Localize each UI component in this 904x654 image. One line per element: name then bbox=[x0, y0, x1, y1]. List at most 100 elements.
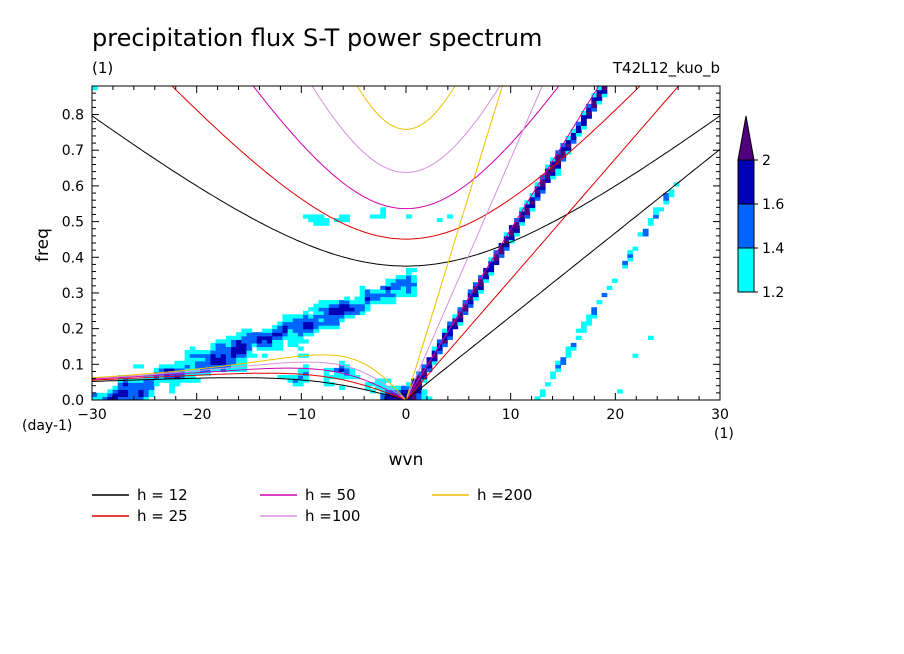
heat-cell bbox=[297, 382, 304, 387]
heat-cell bbox=[364, 303, 371, 308]
heat-cell bbox=[395, 385, 402, 390]
heat-cell bbox=[529, 196, 536, 201]
heat-cell bbox=[560, 157, 567, 162]
heat-cell bbox=[411, 275, 417, 280]
heat-cell bbox=[128, 396, 134, 400]
heat-cell bbox=[220, 367, 227, 373]
heat-cell bbox=[153, 371, 160, 376]
heat-cell bbox=[297, 339, 304, 344]
heat-cell bbox=[411, 392, 417, 398]
heat-cell bbox=[328, 367, 335, 373]
heat-cell bbox=[406, 278, 412, 283]
heat-cell bbox=[328, 303, 335, 308]
heat-cell bbox=[488, 271, 495, 276]
heat-cell bbox=[251, 335, 258, 340]
heat-cell bbox=[539, 389, 546, 394]
heat-cell bbox=[112, 392, 119, 398]
colorbar-box bbox=[737, 247, 755, 293]
heat-cell bbox=[359, 292, 366, 298]
heat-cell bbox=[339, 310, 345, 315]
gravity-curve-12 bbox=[92, 115, 720, 267]
heat-cell bbox=[318, 300, 325, 305]
heat-cell bbox=[241, 332, 248, 337]
heat-cell bbox=[457, 321, 464, 326]
heat-cell bbox=[349, 310, 356, 315]
x-tick-label: −10 bbox=[287, 407, 317, 423]
heat-cell bbox=[375, 214, 381, 219]
heat-cell bbox=[267, 339, 273, 344]
heat-cell bbox=[297, 346, 304, 351]
heat-cell bbox=[174, 375, 181, 380]
heat-cell bbox=[128, 385, 134, 390]
heat-cell bbox=[200, 357, 206, 362]
heat-cell bbox=[503, 235, 510, 241]
heat-cell bbox=[210, 346, 217, 351]
heat-cell bbox=[385, 282, 392, 287]
heat-cell bbox=[339, 314, 345, 319]
heat-cell bbox=[339, 214, 345, 219]
heat-cell bbox=[277, 375, 284, 380]
heat-cell bbox=[344, 307, 350, 312]
heat-cell bbox=[148, 392, 155, 398]
heat-cell bbox=[596, 89, 603, 94]
heat-cell bbox=[390, 396, 397, 400]
chart-subtitle-right: T42L12_kuo_b bbox=[612, 59, 720, 78]
heat-cell bbox=[184, 378, 191, 383]
heat-cell bbox=[555, 171, 562, 176]
chart-title: precipitation flux S-T power spectrum bbox=[92, 24, 542, 52]
heat-cell bbox=[230, 353, 237, 358]
heat-cell bbox=[179, 375, 186, 380]
heat-cell bbox=[555, 157, 562, 162]
heat-cell bbox=[328, 310, 335, 315]
heat-cell bbox=[236, 342, 242, 348]
heat-cell bbox=[555, 360, 562, 365]
heat-cell bbox=[581, 121, 587, 126]
heat-cell bbox=[390, 282, 397, 287]
heat-cell bbox=[400, 275, 407, 280]
heat-cell bbox=[220, 360, 227, 365]
heat-cell bbox=[581, 321, 587, 326]
heat-cell bbox=[138, 396, 145, 400]
heat-cell bbox=[246, 346, 253, 351]
heat-cell bbox=[194, 378, 201, 383]
heat-cell bbox=[287, 325, 294, 330]
heat-cell bbox=[395, 275, 402, 280]
heat-cell bbox=[323, 325, 330, 330]
heat-cell bbox=[200, 353, 206, 358]
x-tick-label: 30 bbox=[711, 407, 729, 423]
heat-cell bbox=[524, 214, 531, 219]
heat-cell bbox=[194, 364, 201, 369]
heat-cell bbox=[174, 360, 181, 365]
heat-cell bbox=[591, 307, 598, 312]
heat-cell bbox=[261, 335, 268, 340]
heat-cell bbox=[117, 389, 124, 394]
heat-cell bbox=[369, 296, 376, 301]
heat-cell bbox=[220, 339, 227, 344]
heat-cell bbox=[138, 385, 145, 390]
heat-cell bbox=[514, 232, 520, 237]
heat-cell bbox=[261, 328, 268, 333]
heat-cell bbox=[349, 375, 356, 380]
heat-cell bbox=[297, 378, 304, 383]
heat-cell bbox=[339, 360, 345, 365]
heat-cell bbox=[390, 385, 397, 390]
heat-cell bbox=[323, 218, 330, 223]
legend-label: h = 25 bbox=[137, 507, 188, 525]
heat-cell bbox=[565, 346, 572, 351]
heat-cell bbox=[426, 396, 433, 400]
heat-cell bbox=[292, 332, 299, 337]
dispersion-curves bbox=[92, 86, 720, 400]
heat-cell bbox=[287, 332, 294, 337]
heat-cell bbox=[431, 353, 438, 358]
heat-cell bbox=[575, 328, 582, 333]
heat-cell bbox=[421, 396, 428, 400]
heat-cell bbox=[169, 364, 175, 369]
heat-cell bbox=[575, 128, 582, 133]
heat-cell bbox=[462, 310, 469, 315]
heat-cell bbox=[303, 325, 309, 330]
heat-cell bbox=[591, 310, 598, 315]
x-unit-label: (1) bbox=[714, 426, 734, 442]
heat-cell bbox=[380, 285, 387, 290]
heat-cell bbox=[565, 146, 572, 151]
heat-cell bbox=[225, 339, 232, 344]
